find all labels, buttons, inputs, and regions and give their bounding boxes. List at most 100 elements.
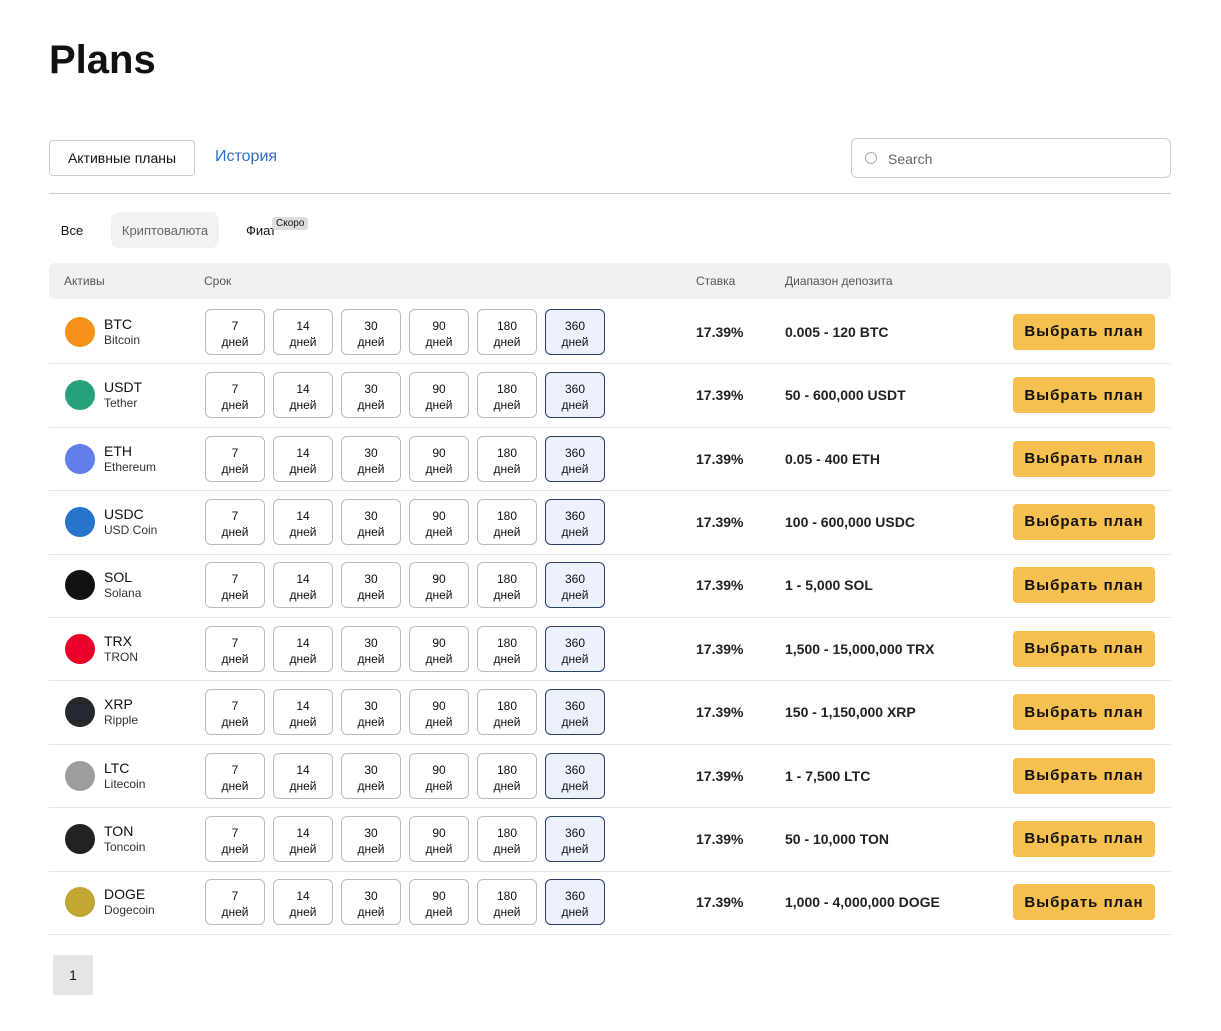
select-plan-button[interactable]: Выбрать план bbox=[1013, 567, 1155, 604]
term-button[interactable]: 180 дней bbox=[477, 435, 537, 482]
select-plan-button[interactable]: Выбрать план bbox=[1013, 503, 1155, 540]
select-plan-button[interactable]: Выбрать план bbox=[1013, 757, 1155, 794]
term-button[interactable]: 14 дней bbox=[273, 372, 333, 419]
term-days: 360 bbox=[564, 889, 586, 904]
term-button[interactable]: 360 дней bbox=[545, 562, 605, 609]
term-button[interactable]: 360 дней bbox=[545, 815, 605, 862]
term-button[interactable]: 7 дней bbox=[205, 625, 265, 672]
tab[interactable]: История bbox=[215, 148, 278, 165]
term-days: 90 bbox=[432, 889, 446, 904]
term-button[interactable]: 90 дней bbox=[409, 372, 469, 419]
term-button[interactable]: 90 дней bbox=[409, 689, 469, 736]
term-button[interactable]: 30 дней bbox=[341, 752, 401, 799]
term-button[interactable]: 30 дней bbox=[341, 689, 401, 736]
term-button[interactable]: 360 дней bbox=[545, 498, 605, 545]
term-button[interactable]: 180 дней bbox=[477, 752, 537, 799]
term-button[interactable]: 14 дней bbox=[273, 498, 333, 545]
term-unit: дней bbox=[357, 905, 385, 920]
term-unit: дней bbox=[561, 778, 589, 793]
term-button[interactable]: 30 дней bbox=[341, 879, 401, 926]
term-button[interactable]: 180 дней bbox=[477, 879, 537, 926]
term-button[interactable]: 7 дней bbox=[205, 372, 265, 419]
term-button[interactable]: 180 дней bbox=[477, 372, 537, 419]
term-button[interactable]: 7 дней bbox=[205, 879, 265, 926]
term-unit: дней bbox=[357, 398, 385, 413]
term-button[interactable]: 360 дней bbox=[545, 689, 605, 736]
term-button[interactable]: 7 дней bbox=[205, 815, 265, 862]
term-button[interactable]: 90 дней bbox=[409, 308, 469, 355]
term-button[interactable]: 14 дней bbox=[273, 879, 333, 926]
search-box[interactable]: Search bbox=[851, 138, 1171, 178]
term-button[interactable]: 90 дней bbox=[409, 498, 469, 545]
term-button[interactable]: 180 дней bbox=[477, 625, 537, 672]
term-button[interactable]: 7 дней bbox=[205, 752, 265, 799]
term-button[interactable]: 14 дней bbox=[273, 752, 333, 799]
term-days: 7 bbox=[231, 762, 239, 777]
term-button[interactable]: 360 дней bbox=[545, 879, 605, 926]
select-plan-button[interactable]: Выбрать план bbox=[1013, 377, 1155, 414]
term-button[interactable]: 30 дней bbox=[341, 815, 401, 862]
term-button[interactable]: 180 дней bbox=[477, 308, 537, 355]
page-button[interactable]: 1 bbox=[53, 955, 93, 995]
term-button[interactable]: 14 дней bbox=[273, 562, 333, 609]
term-button[interactable]: 7 дней bbox=[205, 498, 265, 545]
term-button[interactable]: 90 дней bbox=[409, 435, 469, 482]
select-plan-button[interactable]: Выбрать план bbox=[1013, 820, 1155, 857]
term-button[interactable]: 7 дней bbox=[205, 562, 265, 609]
term-button[interactable]: 360 дней bbox=[545, 372, 605, 419]
term-button[interactable]: 30 дней bbox=[341, 625, 401, 672]
filter-tab[interactable]: Все bbox=[60, 222, 84, 238]
term-button[interactable]: 90 дней bbox=[409, 562, 469, 609]
term-button[interactable]: 180 дней bbox=[477, 815, 537, 862]
term-button[interactable]: 7 дней bbox=[205, 308, 265, 355]
tab[interactable]: Активные планы bbox=[49, 140, 195, 176]
divider bbox=[49, 193, 1171, 194]
select-plan-button[interactable]: Выбрать план bbox=[1013, 630, 1155, 667]
term-button[interactable]: 90 дней bbox=[409, 752, 469, 799]
term-unit: дней bbox=[221, 398, 249, 413]
term-days: 7 bbox=[231, 889, 239, 904]
select-plan-button[interactable]: Выбрать план bbox=[1013, 440, 1155, 477]
term-days: 30 bbox=[364, 382, 378, 397]
term-unit: дней bbox=[221, 334, 249, 349]
term-button[interactable]: 14 дней bbox=[273, 625, 333, 672]
term-button[interactable]: 90 дней bbox=[409, 815, 469, 862]
term-button[interactable]: 360 дней bbox=[545, 435, 605, 482]
term-button[interactable]: 90 дней bbox=[409, 625, 469, 672]
term-button[interactable]: 14 дней bbox=[273, 308, 333, 355]
term-days: 360 bbox=[564, 699, 586, 714]
term-button[interactable]: 360 дней bbox=[545, 625, 605, 672]
asset-name: Litecoin bbox=[104, 776, 146, 791]
term-unit: дней bbox=[425, 905, 453, 920]
term-days: 360 bbox=[564, 762, 586, 777]
filter-tab[interactable]: Фиат bbox=[245, 222, 277, 238]
term-button[interactable]: 90 дней bbox=[409, 879, 469, 926]
term-button[interactable]: 30 дней bbox=[341, 435, 401, 482]
term-button[interactable]: 180 дней bbox=[477, 689, 537, 736]
term-days: 90 bbox=[432, 635, 446, 650]
term-button[interactable]: 360 дней bbox=[545, 308, 605, 355]
term-button[interactable]: 7 дней bbox=[205, 435, 265, 482]
term-button[interactable]: 30 дней bbox=[341, 372, 401, 419]
asset-name: Ripple bbox=[104, 713, 139, 728]
term-days: 180 bbox=[496, 762, 518, 777]
select-plan-button[interactable]: Выбрать план bbox=[1013, 694, 1155, 731]
term-unit: дней bbox=[289, 905, 317, 920]
filter-tab[interactable]: Криптовалюта bbox=[111, 212, 219, 248]
term-button[interactable]: 30 дней bbox=[341, 498, 401, 545]
select-plan-button[interactable]: Выбрать план bbox=[1013, 313, 1155, 350]
term-button[interactable]: 14 дней bbox=[273, 815, 333, 862]
term-button[interactable]: 30 дней bbox=[341, 562, 401, 609]
rate: 17.39% bbox=[696, 830, 744, 847]
term-button[interactable]: 360 дней bbox=[545, 752, 605, 799]
term-button[interactable]: 14 дней bbox=[273, 689, 333, 736]
term-days: 180 bbox=[496, 635, 518, 650]
term-button[interactable]: 180 дней bbox=[477, 562, 537, 609]
term-button[interactable]: 30 дней bbox=[341, 308, 401, 355]
term-button[interactable]: 14 дней bbox=[273, 435, 333, 482]
select-plan-button[interactable]: Выбрать план bbox=[1013, 884, 1155, 921]
term-days: 360 bbox=[564, 445, 586, 460]
term-button[interactable]: 7 дней bbox=[205, 689, 265, 736]
term-button[interactable]: 180 дней bbox=[477, 498, 537, 545]
term-days: 180 bbox=[496, 889, 518, 904]
